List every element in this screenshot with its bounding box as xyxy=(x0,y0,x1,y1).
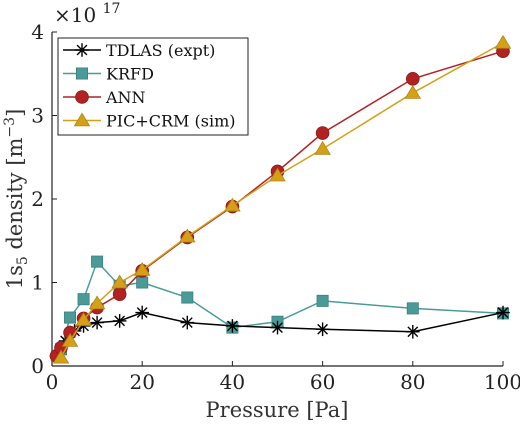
legend-label: TDLAS (expt) xyxy=(106,41,215,60)
triangle-marker xyxy=(494,34,512,49)
asterisk-marker xyxy=(496,305,510,320)
y-axis-title-sup: −3 xyxy=(2,117,18,138)
square-marker xyxy=(136,276,149,289)
series-triangle xyxy=(52,34,512,364)
y-tick-label: 2 xyxy=(31,187,44,211)
circle-marker xyxy=(405,71,420,86)
y-axis-title-rest: density [m xyxy=(3,137,27,256)
square-marker xyxy=(64,311,77,324)
x-axis-title: Pressure [Pa] xyxy=(206,398,349,422)
square-marker xyxy=(77,293,90,306)
legend-label: KRFD xyxy=(106,65,154,84)
triangle-marker xyxy=(61,332,79,347)
square-marker xyxy=(76,67,89,80)
triangle-marker xyxy=(133,261,151,276)
triangle-marker xyxy=(314,140,331,155)
y-axis-title-sub: 5 xyxy=(15,256,31,265)
legend-label: ANN xyxy=(105,88,146,107)
x-tick-label: 40 xyxy=(220,370,245,394)
triangle-marker xyxy=(52,349,70,364)
asterisk-marker xyxy=(75,43,89,57)
circle-marker xyxy=(315,126,330,140)
asterisk-marker xyxy=(315,322,330,337)
asterisk-marker xyxy=(225,319,240,333)
asterisk-marker xyxy=(180,315,195,330)
legend-item: ANN xyxy=(63,88,146,107)
asterisk-marker xyxy=(90,315,104,330)
y-multiplier: ×10 17 xyxy=(54,1,120,27)
series-line xyxy=(60,260,504,350)
legend-item: KRFD xyxy=(63,65,154,84)
series-asterisk xyxy=(49,305,510,363)
square-marker xyxy=(316,294,329,307)
triangle-marker xyxy=(75,312,92,326)
circle-marker xyxy=(112,287,127,301)
x-tick-label: 0 xyxy=(46,370,59,394)
y-axis-ticks: 0 1 2 3 4 xyxy=(31,20,57,378)
legend-item: PIC+CRM (sim) xyxy=(63,112,235,131)
triangle-marker xyxy=(111,274,128,289)
asterisk-marker xyxy=(112,314,127,328)
y-axis-title-base: 1s xyxy=(3,265,27,289)
square-marker xyxy=(91,255,104,268)
square-marker xyxy=(406,302,419,315)
x-tick-label: 80 xyxy=(400,370,425,394)
legend-label: PIC+CRM (sim) xyxy=(106,112,235,131)
asterisk-marker xyxy=(135,305,149,320)
triangle-marker xyxy=(269,167,286,182)
series-square xyxy=(55,255,509,356)
x-tick-label: 60 xyxy=(310,370,335,394)
y-axis-title: 1s5 density [m−3] xyxy=(2,109,31,290)
asterisk-marker xyxy=(270,320,285,335)
series-layer xyxy=(49,34,512,364)
triangle-marker xyxy=(88,295,106,310)
legend-item: TDLAS (expt) xyxy=(63,41,215,60)
triangle-marker xyxy=(179,228,196,243)
legend-box xyxy=(57,37,249,136)
y-tick-label: 1 xyxy=(31,271,44,295)
y-multiplier-exponent: 17 xyxy=(103,1,121,17)
y-multiplier-base: ×10 xyxy=(54,3,96,27)
y-tick-label: 3 xyxy=(31,104,44,128)
legend: TDLAS (expt) KRFD ANN PIC+CRM (sim) xyxy=(57,37,249,136)
asterisk-marker xyxy=(406,324,420,339)
y-tick-label: 4 xyxy=(31,20,44,44)
y-tick-label: 0 xyxy=(31,354,44,378)
triangle-marker xyxy=(224,197,241,212)
circle-marker xyxy=(75,90,89,104)
y-axis-title-end: ] xyxy=(3,109,27,117)
x-tick-label: 100 xyxy=(484,370,520,394)
triangle-marker xyxy=(404,84,422,99)
x-tick-label: 20 xyxy=(129,370,154,394)
x-axis-ticks: 0 20 40 60 80 100 xyxy=(46,361,520,394)
square-marker xyxy=(181,291,194,304)
triangle-marker xyxy=(73,112,91,127)
